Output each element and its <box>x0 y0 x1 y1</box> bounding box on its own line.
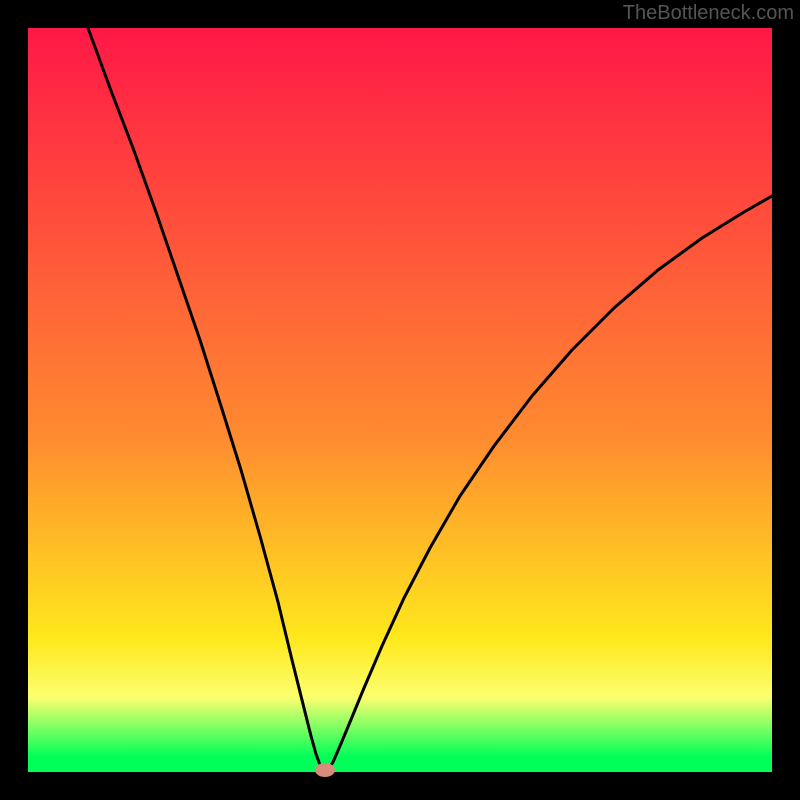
plot-area <box>28 28 772 772</box>
marker-layer <box>28 28 772 772</box>
minimum-marker <box>315 763 335 777</box>
chart-container: TheBottleneck.com <box>0 0 800 800</box>
watermark-text: TheBottleneck.com <box>623 2 794 25</box>
